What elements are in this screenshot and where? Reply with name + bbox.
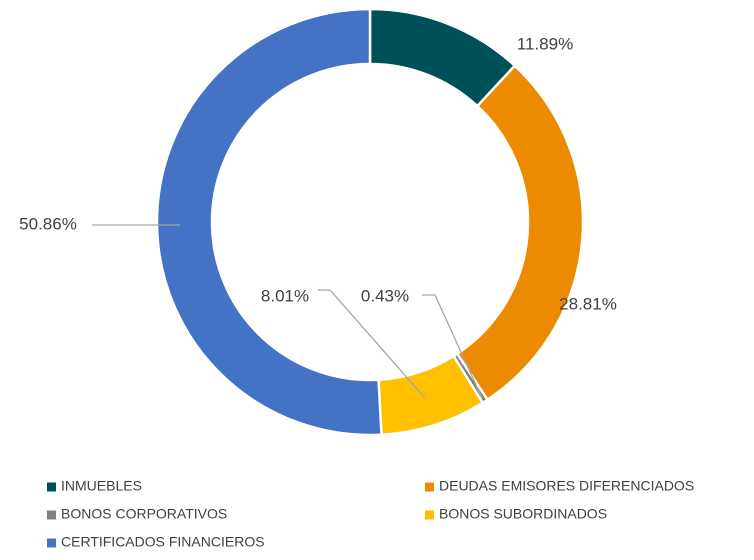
legend-label: DEUDAS EMISORES DIFERENCIADOS bbox=[439, 478, 694, 494]
legend-swatch bbox=[47, 510, 56, 520]
value-label: 11.89% bbox=[517, 34, 573, 53]
legend-swatch bbox=[47, 482, 56, 492]
leader-line bbox=[318, 289, 426, 399]
leader-line bbox=[422, 294, 483, 399]
legend-label: CERTIFICADOS FINANCIEROS bbox=[61, 534, 265, 550]
value-label: 8.01% bbox=[261, 286, 309, 305]
value-label: 28.81% bbox=[559, 294, 617, 313]
legend-label: BONOS SUBORDINADOS bbox=[439, 506, 607, 522]
value-label: 50.86% bbox=[19, 214, 77, 233]
slice bbox=[155, 7, 383, 437]
legend-label: INMUEBLES bbox=[61, 478, 142, 494]
slice bbox=[455, 63, 585, 402]
legend-label: BONOS CORPORATIVOS bbox=[61, 506, 227, 522]
legend-swatch bbox=[425, 482, 434, 492]
legend-swatch bbox=[425, 510, 434, 520]
value-label: 0.43% bbox=[361, 286, 409, 305]
legend-swatch bbox=[47, 538, 56, 548]
